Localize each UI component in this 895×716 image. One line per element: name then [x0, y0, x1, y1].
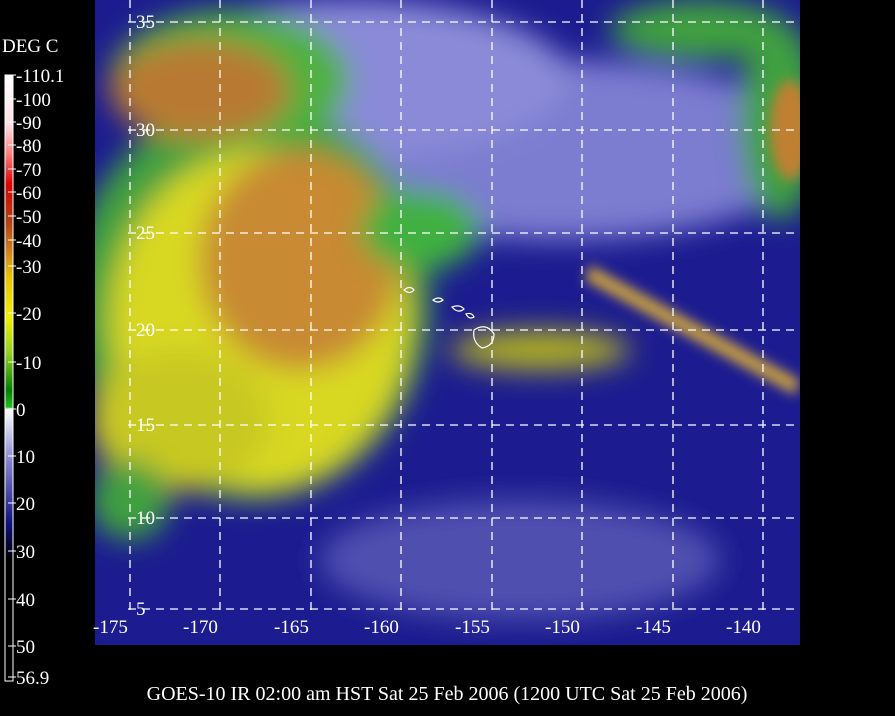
colorbar-label: -50	[16, 207, 41, 228]
colorbar-label: -10	[16, 353, 41, 374]
lon-label: -145	[636, 617, 671, 638]
lat-label: 10	[136, 508, 155, 529]
imagery	[95, 0, 800, 645]
colorbar-label: -90	[16, 113, 41, 134]
lat-label: 35	[136, 12, 155, 33]
caption: GOES-10 IR 02:00 am HST Sat 25 Feb 2006 …	[147, 683, 748, 705]
coastlines	[403, 286, 495, 349]
colorbar-label: -20	[16, 304, 41, 325]
lat-label: 30	[136, 120, 155, 141]
colorbar-label: 50	[16, 637, 35, 658]
lat-label: 15	[136, 415, 155, 436]
colorbar	[4, 74, 14, 682]
colorbar-label: 10	[16, 447, 35, 468]
colorbar-unit: DEG C	[2, 36, 58, 57]
lon-label: -175	[93, 617, 128, 638]
colorbar-label: -40	[16, 231, 41, 252]
colorbar-label: 40	[16, 590, 35, 611]
colorbar-label: -30	[16, 257, 41, 278]
lat-label: 25	[136, 223, 155, 244]
lon-label: -140	[726, 617, 761, 638]
colorbar-label: 30	[16, 542, 35, 563]
lon-label: -170	[183, 617, 218, 638]
colorbar-label: -80	[16, 136, 41, 157]
lon-label: -165	[274, 617, 309, 638]
lon-label: -150	[545, 617, 580, 638]
graticule: -175 -170 -165 -160 -155 -150 -145 -140 35 30 25 20…	[93, 0, 800, 638]
colorbar-label: -70	[16, 160, 41, 181]
colorbar-label: -60	[16, 183, 41, 204]
lon-label: -155	[455, 617, 490, 638]
lat-label: 20	[136, 320, 155, 341]
colorbar-label: -100	[16, 90, 51, 111]
colorbar-labels: -110.1-100-90-80-70-60-50-40-30-20-10010…	[8, 66, 64, 689]
colorbar-label: 20	[16, 494, 35, 515]
colorbar-label: 56.9	[16, 668, 49, 689]
lat-label: 5	[136, 599, 146, 620]
colorbar-label: 0	[16, 400, 26, 421]
lon-label: -160	[364, 617, 399, 638]
colorbar-label: -110.1	[16, 66, 64, 87]
